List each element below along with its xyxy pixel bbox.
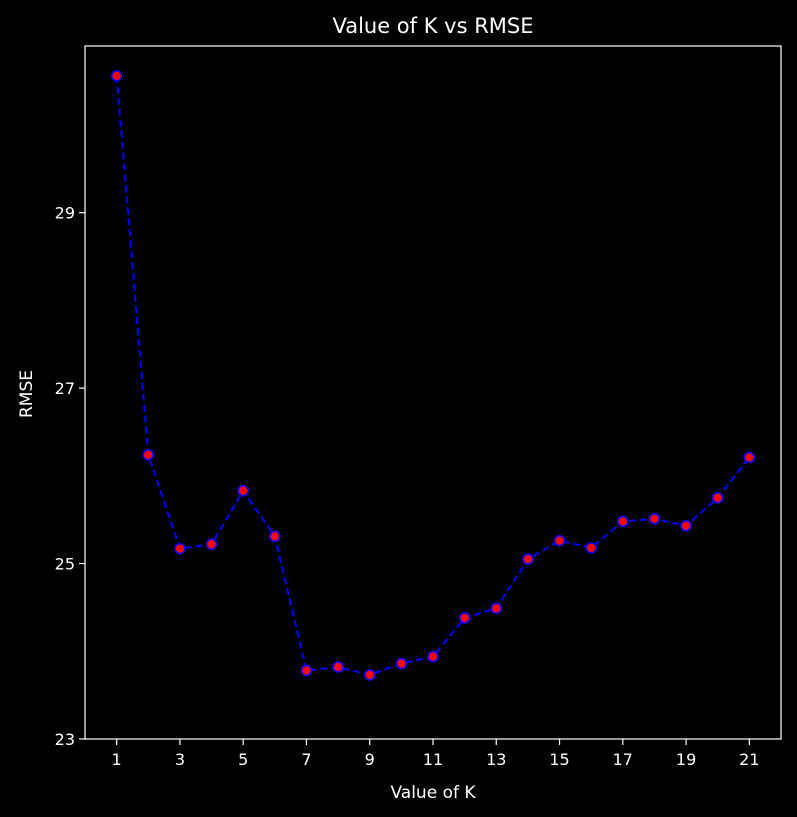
data-point-k-3 — [174, 542, 186, 555]
data-point-k-18 — [648, 513, 661, 525]
data-point-k-5 — [237, 484, 249, 497]
data-point-k-2 — [142, 448, 155, 461]
x-tick-label-9: 9 — [365, 750, 375, 769]
x-tick-label-19: 19 — [676, 750, 696, 769]
y-axis-label: RMSE — [17, 370, 37, 418]
x-tick-label-7: 7 — [301, 750, 311, 769]
data-point-k-6 — [269, 530, 281, 543]
x-tick-label-17: 17 — [613, 750, 633, 769]
chart-title: Value of K vs RMSE — [332, 14, 533, 38]
y-tick-label-29: 29 — [55, 204, 75, 223]
data-point-k-19 — [680, 520, 692, 532]
data-point-k-12 — [458, 612, 471, 624]
data-point-k-13 — [490, 602, 503, 615]
data-point-k-21 — [743, 451, 756, 464]
x-axis-label: Value of K — [390, 783, 476, 803]
x-tick-label-11: 11 — [423, 750, 443, 769]
data-point-k-4 — [205, 538, 218, 551]
x-tick-label-13: 13 — [486, 750, 506, 769]
data-point-k-16 — [585, 541, 597, 554]
data-point-k-9 — [363, 669, 376, 681]
data-point-k-8 — [332, 661, 344, 673]
x-tick-label-21: 21 — [739, 750, 759, 769]
data-point-k-10 — [395, 657, 408, 670]
data-point-k-20 — [711, 491, 724, 504]
x-tick-label-1: 1 — [112, 750, 122, 769]
data-point-k-15 — [553, 534, 566, 547]
y-tick-label-27: 27 — [55, 379, 75, 398]
y-tick-label-25: 25 — [55, 555, 75, 574]
data-point-k-11 — [427, 650, 439, 663]
x-tick-label-15: 15 — [549, 750, 569, 769]
data-point-k-7 — [300, 664, 313, 677]
data-point-k-1 — [110, 70, 123, 82]
data-point-k-14 — [522, 553, 534, 565]
x-tick-label-3: 3 — [175, 750, 185, 769]
plot-area — [110, 70, 756, 681]
data-point-k-17 — [617, 515, 629, 528]
y-tick-label-23: 23 — [55, 730, 75, 749]
x-tick-label-5: 5 — [238, 750, 248, 769]
